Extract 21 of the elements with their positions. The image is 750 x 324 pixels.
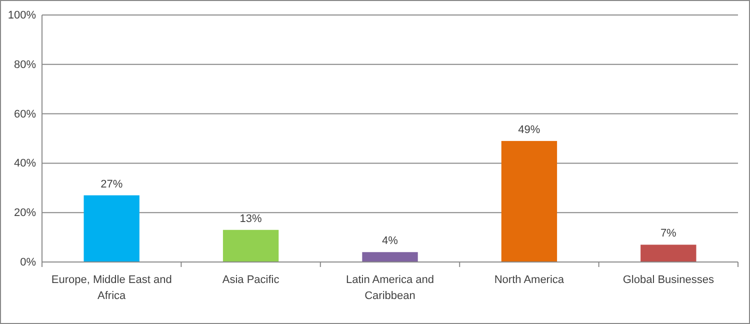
y-tick-label: 40%: [14, 158, 36, 170]
y-tick-label: 80%: [14, 58, 36, 71]
data-label: 4%: [382, 235, 398, 248]
bar: [640, 244, 696, 262]
y-tick-label: 0%: [20, 256, 36, 269]
y-tick-label: 60%: [14, 108, 36, 120]
bar: [222, 230, 279, 262]
data-label: 49%: [518, 124, 540, 136]
x-tick-label: Global Businesses: [622, 274, 714, 286]
x-tick-label: Latin America and Caribbean: [346, 274, 434, 302]
y-tick-label: 20%: [14, 207, 36, 220]
bar: [84, 195, 140, 262]
x-tick-label: Europe, Middle East and Africa: [51, 274, 172, 302]
data-label: 13%: [240, 212, 262, 225]
y-tick-label: 100%: [8, 10, 36, 22]
bar: [501, 140, 558, 262]
data-label: 7%: [660, 228, 677, 240]
data-label: 27%: [100, 178, 123, 190]
x-tick-label: Asia Pacific: [222, 274, 280, 286]
bar: [362, 252, 418, 262]
x-tick-label: North America: [494, 274, 565, 286]
